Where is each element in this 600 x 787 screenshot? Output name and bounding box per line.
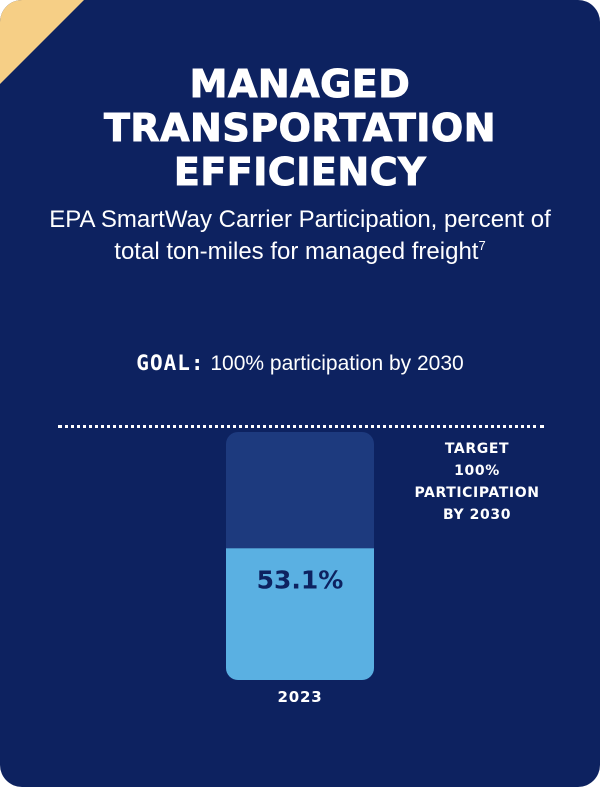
goal-text: 100% participation by 2030 — [204, 352, 464, 375]
page-title: MANAGED TRANSPORTATION EFFICIENCY — [103, 62, 497, 195]
bar-value-label: 53.1% — [257, 565, 344, 594]
goal-label: GOAL: — [136, 351, 205, 375]
target-label: TARGET 100% PARTICIPATION BY 2030 — [414, 441, 540, 523]
bar-2023 — [226, 548, 374, 680]
footnote-marker: 7 — [478, 238, 486, 253]
corner-accent — [0, 0, 84, 84]
category-label: 2023 — [277, 688, 323, 706]
target-line — [58, 425, 544, 428]
subtitle-text: EPA SmartWay Carrier Participation, perc… — [49, 206, 551, 265]
goal-statement: GOAL: 100% participation by 2030 — [0, 349, 600, 378]
bar-group — [226, 432, 374, 680]
chart-subtitle: EPA SmartWay Carrier Participation, perc… — [40, 204, 560, 268]
